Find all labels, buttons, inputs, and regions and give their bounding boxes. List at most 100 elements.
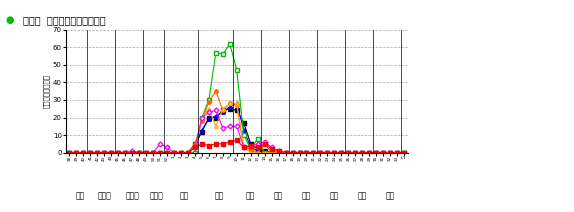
松山市 <box>401 151 408 154</box>
四国中央 <box>219 109 226 112</box>
今治 <box>135 151 142 154</box>
松山市 <box>310 151 317 154</box>
中予 <box>212 125 219 128</box>
四国中央 <box>241 121 247 124</box>
八幡浜 <box>177 151 184 154</box>
松山市 <box>143 151 150 154</box>
今治 <box>226 42 233 45</box>
中予 <box>199 116 205 119</box>
中予 <box>135 151 142 154</box>
松山市 <box>359 151 366 154</box>
西条 <box>219 111 226 113</box>
八幡浜 <box>303 151 310 154</box>
八幡浜 <box>66 151 73 154</box>
松山市 <box>150 151 157 154</box>
西条 <box>87 151 94 154</box>
Text: １０月: １０月 <box>98 191 111 200</box>
Text: 愛媛県  保健所別患者発生状況: 愛媛県 保健所別患者発生状況 <box>23 15 106 25</box>
今治 <box>359 151 366 154</box>
Line: 西条: 西条 <box>68 102 406 154</box>
西条 <box>373 151 379 154</box>
今治 <box>310 151 317 154</box>
八幡浜 <box>108 151 115 154</box>
今治 <box>261 151 268 154</box>
八幡浜 <box>170 151 177 154</box>
西条 <box>170 151 177 154</box>
宇和島 <box>289 151 296 154</box>
西条 <box>205 118 212 121</box>
八幡浜 <box>366 151 373 154</box>
Line: 今治: 今治 <box>68 42 406 154</box>
宇和島 <box>94 151 101 154</box>
中予 <box>115 151 122 154</box>
今治 <box>366 151 373 154</box>
宇和島 <box>338 151 345 154</box>
宇和島 <box>212 143 219 145</box>
今治 <box>338 151 345 154</box>
宇和島 <box>241 146 247 149</box>
中予 <box>359 151 366 154</box>
Line: 四国中央: 四国中央 <box>68 107 406 154</box>
八幡浜 <box>317 151 324 154</box>
中予 <box>380 151 387 154</box>
八幡浜 <box>387 151 394 154</box>
松山市 <box>94 151 101 154</box>
宇和島 <box>366 151 373 154</box>
宇和島 <box>73 151 80 154</box>
Text: ４月: ４月 <box>274 191 283 200</box>
中予 <box>366 151 373 154</box>
中予 <box>164 151 170 154</box>
松山市 <box>338 151 345 154</box>
今治 <box>73 151 80 154</box>
Text: ３月: ３月 <box>246 191 255 200</box>
西条 <box>394 151 401 154</box>
宇和島 <box>303 151 310 154</box>
四国中央 <box>380 151 387 154</box>
中予 <box>317 151 324 154</box>
松山市 <box>317 151 324 154</box>
今治 <box>192 151 199 154</box>
中予 <box>247 151 254 154</box>
今治 <box>254 137 261 140</box>
松山市 <box>80 151 87 154</box>
今治 <box>94 151 101 154</box>
今治 <box>212 51 219 54</box>
西条 <box>345 151 352 154</box>
今治 <box>87 151 94 154</box>
今治 <box>199 116 205 119</box>
宇和島 <box>401 151 408 154</box>
松山市 <box>101 151 108 154</box>
四国中央 <box>233 109 240 112</box>
八幡浜 <box>87 151 94 154</box>
宇和島 <box>226 141 233 143</box>
松山市 <box>275 151 282 154</box>
四国中央 <box>254 148 261 150</box>
西条 <box>401 151 408 154</box>
西条 <box>122 151 129 154</box>
四国中央 <box>373 151 379 154</box>
今治 <box>233 69 240 71</box>
宇和島 <box>129 151 135 154</box>
四国中央 <box>359 151 366 154</box>
今治 <box>394 151 401 154</box>
松山市 <box>219 109 226 112</box>
中予 <box>331 151 338 154</box>
西条 <box>352 151 359 154</box>
四国中央 <box>122 151 129 154</box>
Line: 宇和島: 宇和島 <box>68 139 406 154</box>
八幡浜 <box>192 146 199 149</box>
西条 <box>80 151 87 154</box>
八幡浜 <box>289 151 296 154</box>
宇和島 <box>164 151 170 154</box>
中予 <box>296 151 303 154</box>
中予 <box>282 151 289 154</box>
今治 <box>101 151 108 154</box>
松山市 <box>192 143 199 145</box>
四国中央 <box>331 151 338 154</box>
西条 <box>247 146 254 149</box>
四国中央 <box>199 130 205 133</box>
Text: １１月: １１月 <box>125 191 139 200</box>
中予 <box>108 151 115 154</box>
松山市 <box>282 151 289 154</box>
八幡浜 <box>352 151 359 154</box>
